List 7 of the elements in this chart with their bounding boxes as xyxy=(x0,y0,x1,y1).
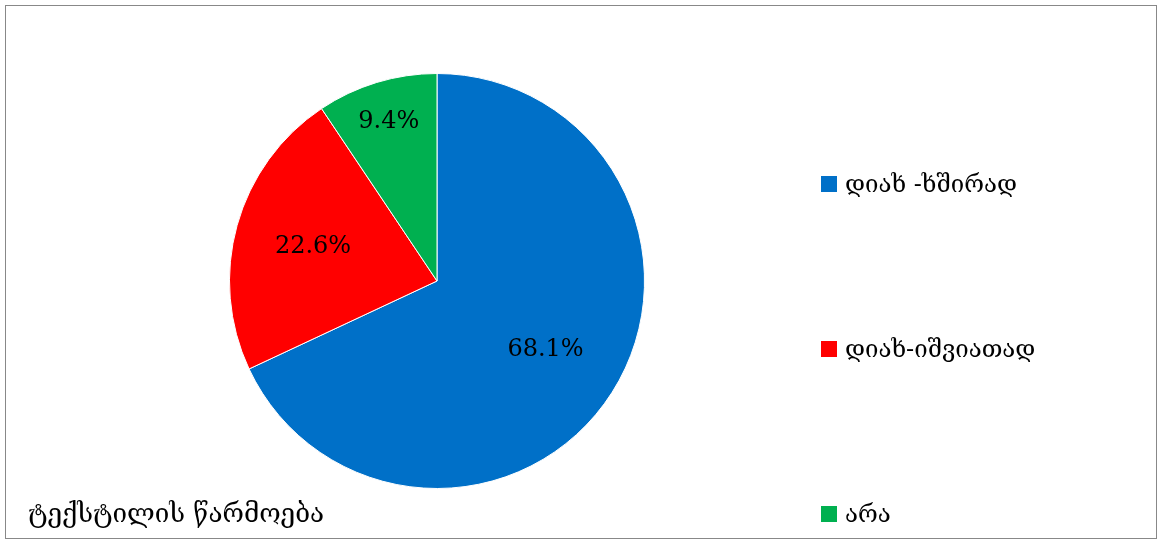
text: ტექსტილის წარმოება xyxy=(28,498,325,528)
data-label: 9.4% xyxy=(358,106,420,135)
legend-label: არა xyxy=(845,499,891,528)
data-label: 22.6% xyxy=(274,230,352,259)
legend-label: დიახ-იშვიათად xyxy=(845,334,1036,363)
data-label: 68.1% xyxy=(507,334,584,363)
legend-label: დიახ -ხშირად xyxy=(845,169,1017,198)
